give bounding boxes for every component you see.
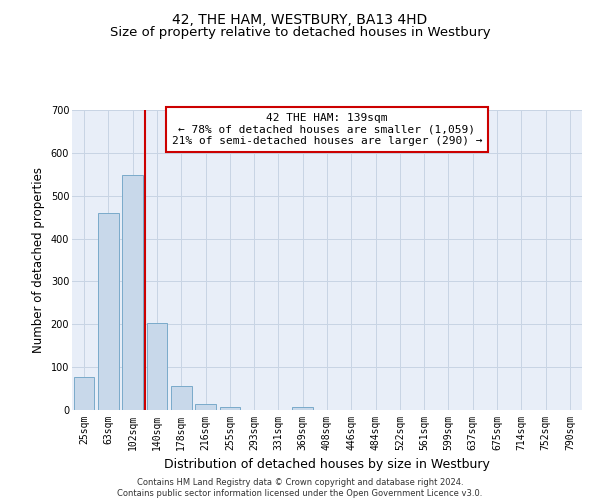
Bar — [122, 175, 143, 410]
Text: 42, THE HAM, WESTBURY, BA13 4HD: 42, THE HAM, WESTBURY, BA13 4HD — [172, 12, 428, 26]
Bar — [74, 376, 94, 410]
Text: Contains HM Land Registry data © Crown copyright and database right 2024.
Contai: Contains HM Land Registry data © Crown c… — [118, 478, 482, 498]
Bar — [195, 404, 216, 410]
Bar — [292, 406, 313, 410]
Bar — [98, 213, 119, 410]
Text: Size of property relative to detached houses in Westbury: Size of property relative to detached ho… — [110, 26, 490, 39]
Bar — [146, 323, 167, 410]
Bar — [171, 386, 191, 410]
X-axis label: Distribution of detached houses by size in Westbury: Distribution of detached houses by size … — [164, 458, 490, 471]
Text: 42 THE HAM: 139sqm
← 78% of detached houses are smaller (1,059)
21% of semi-deta: 42 THE HAM: 139sqm ← 78% of detached hou… — [172, 113, 482, 146]
Bar — [220, 407, 240, 410]
Y-axis label: Number of detached properties: Number of detached properties — [32, 167, 45, 353]
